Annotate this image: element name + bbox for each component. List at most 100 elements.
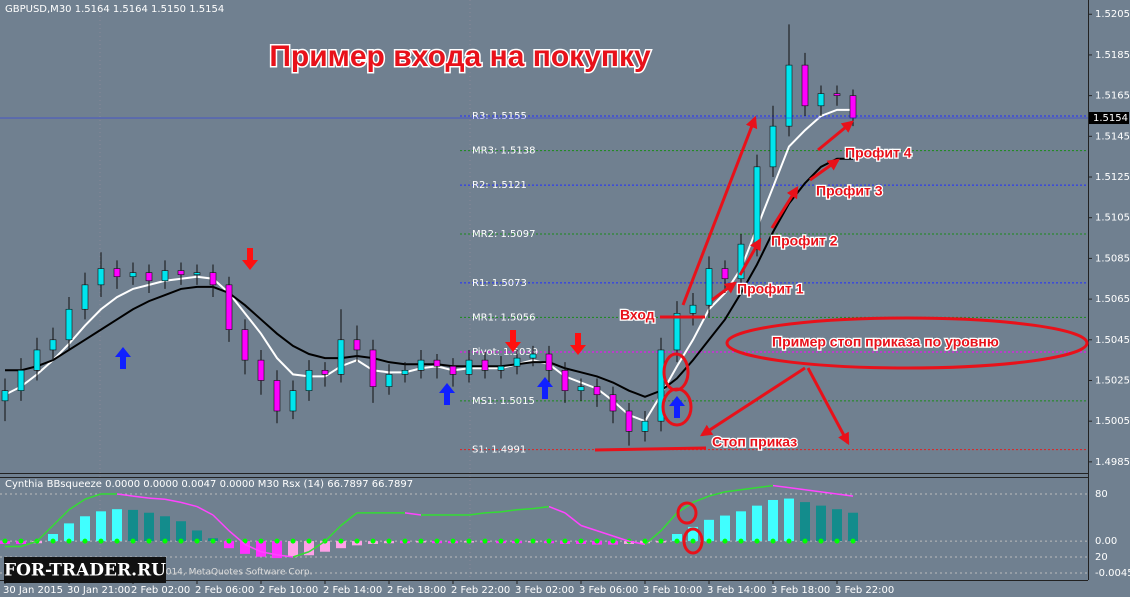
- candle-body: [513, 357, 521, 367]
- y-tick-label: 1.5145: [1095, 131, 1130, 142]
- symbol-header: GBPUSD,M30 1.5164 1.5164 1.5150 1.5154: [5, 4, 224, 15]
- histogram-bar: [720, 515, 730, 542]
- rsx-segment: [564, 512, 582, 527]
- pivot-label: R3: 1.5155: [472, 111, 527, 122]
- rsx-segment: [68, 498, 86, 511]
- moving-average: [5, 157, 853, 398]
- squeeze-dot: [194, 538, 200, 544]
- squeeze-dot: [242, 538, 248, 544]
- rsx-segment: [596, 530, 614, 537]
- candle-body: [497, 365, 505, 371]
- rsx-segment: [52, 509, 70, 527]
- histogram-bar: [144, 512, 154, 542]
- profit-label: Профит 3: [816, 183, 883, 199]
- histogram-bar: [240, 541, 250, 554]
- candle-body: [401, 370, 409, 375]
- moving-average: [4, 108, 853, 423]
- histogram-bar: [192, 530, 202, 542]
- candle-body: [241, 329, 249, 361]
- rsx-segment: [580, 524, 598, 532]
- buy-arrows: [115, 347, 685, 418]
- candle-body: [369, 349, 377, 387]
- squeeze-dot: [306, 538, 312, 544]
- histogram-bar: [96, 511, 106, 542]
- candle-body: [193, 272, 201, 275]
- histogram-bar: [736, 511, 746, 542]
- candle-body: [737, 243, 745, 280]
- rsx-segment: [132, 495, 150, 499]
- rsx-segment: [20, 540, 38, 548]
- copyright: 2014, MetaQuotes Software Corp.: [160, 568, 312, 578]
- rsx-segment: [692, 495, 710, 504]
- histogram-bar: [784, 498, 794, 542]
- histogram-bar: [176, 521, 186, 542]
- candle-body: [641, 420, 649, 432]
- rsx-segment: [836, 493, 854, 497]
- candle-body: [65, 308, 73, 341]
- pivot-label: MR3: 1.5138: [472, 146, 535, 157]
- pivot-label: S1: 1.4991: [472, 445, 526, 456]
- rsx-segment: [180, 501, 198, 508]
- x-tick-label: 3 Feb 10:00: [643, 585, 702, 596]
- squeeze-dot: [98, 538, 104, 544]
- buy-arrow: [537, 377, 553, 399]
- histogram-bar: [752, 505, 762, 542]
- y-tick-label: 1.5005: [1095, 416, 1130, 427]
- squeeze-dot: [514, 538, 520, 544]
- histogram-bar: [128, 509, 138, 542]
- y-tick-label: 1.5205: [1095, 9, 1130, 20]
- rsx-segment: [756, 484, 774, 489]
- x-tick-label: 3 Feb 02:00: [515, 585, 574, 596]
- candle-body: [849, 95, 857, 119]
- y-tick-label: 1.5185: [1095, 50, 1130, 61]
- stop-label: Стоп приказ: [712, 434, 797, 450]
- squeeze-dot: [498, 538, 504, 544]
- candle-body: [273, 380, 281, 412]
- x-tick-label: 30 Jan 2015: [3, 585, 63, 596]
- watermark: FOR-TRADER.RU: [4, 561, 166, 581]
- histogram-bar: [304, 541, 314, 556]
- trend-arrow: [681, 115, 758, 306]
- candle-body: [33, 349, 41, 371]
- squeeze-dot: [2, 538, 8, 544]
- candle-body: [657, 349, 665, 422]
- x-tick-label: 2 Feb 22:00: [451, 585, 510, 596]
- entry-label: Вход: [620, 307, 655, 323]
- rsx-segment: [116, 493, 134, 497]
- squeeze-dot: [770, 538, 776, 544]
- histogram-bar: [816, 505, 826, 542]
- profit-arrow: [770, 185, 799, 229]
- rsx-segment: [772, 484, 790, 489]
- histogram-bar: [848, 512, 858, 542]
- candle-body: [257, 359, 265, 381]
- rsx-segment: [724, 489, 742, 493]
- x-tick-label: 3 Feb 06:00: [579, 585, 638, 596]
- squeeze-dot: [114, 538, 120, 544]
- candle-body: [529, 353, 537, 359]
- current-price-label: 1.5154: [1093, 113, 1128, 124]
- squeeze-dot: [690, 538, 696, 544]
- squeeze-dot: [274, 538, 280, 544]
- squeeze-dot: [386, 538, 392, 544]
- squeeze-dot: [674, 538, 680, 544]
- plot: 1.5205 1.5185 1.5165 1.5145 1.5125 1.5105 1.50…: [0, 9, 1130, 596]
- pivot-label: Pivot: 1.5039: [472, 347, 538, 358]
- stop-example-label: Пример стоп приказа по уровню: [772, 334, 999, 350]
- rsx-segment: [244, 543, 262, 553]
- squeeze-dot: [66, 538, 72, 544]
- rsx-segment: [516, 507, 534, 511]
- indicator-tick-label: 0.00: [1095, 536, 1117, 547]
- indicator-title: Cynthia BBsqueeze 0.0000 0.0000 0.0047 0…: [5, 479, 413, 490]
- histogram-bar: [336, 541, 346, 549]
- squeeze-dot: [562, 538, 568, 544]
- rsx-segment: [820, 491, 838, 495]
- squeeze-dot: [50, 538, 56, 544]
- histogram-bar: [224, 541, 234, 549]
- squeeze-dot: [258, 538, 264, 544]
- profit-arrow: [809, 158, 840, 182]
- rsx-segment: [500, 508, 518, 513]
- histogram-bar: [112, 509, 122, 542]
- pivot-label: R2: 1.5121: [472, 180, 527, 191]
